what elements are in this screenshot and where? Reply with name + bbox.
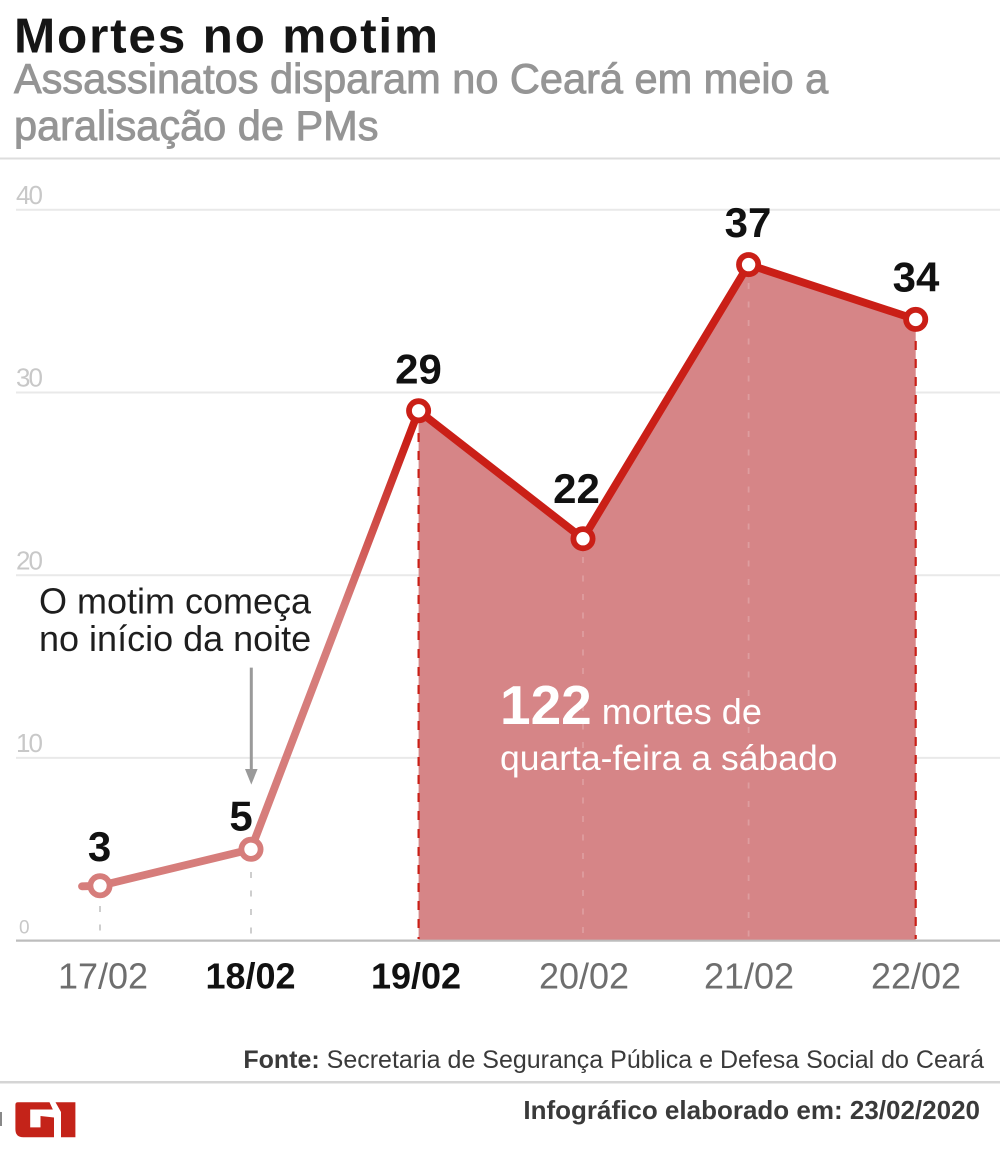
svg-text:22/02: 22/02 (871, 956, 961, 997)
svg-text:O motim começa: O motim começa (39, 581, 312, 622)
svg-text:34: 34 (893, 254, 940, 301)
svg-text:29: 29 (395, 346, 442, 393)
svg-text:20: 20 (16, 545, 42, 575)
svg-text:Fonte: Secretaria de Segurança: Fonte: Secretaria de Segurança Pública e… (243, 1046, 984, 1074)
svg-text:3: 3 (88, 823, 111, 870)
svg-text:Infográfico elaborado em: 23/0: Infográfico elaborado em: 23/02/2020 (523, 1095, 980, 1125)
svg-text:Assassinatos disparam no Ceará: Assassinatos disparam no Ceará em meio a (14, 55, 829, 102)
svg-text:10: 10 (16, 728, 42, 758)
svg-text:no início da noite: no início da noite (39, 618, 311, 659)
svg-text:quarta-feira a sábado: quarta-feira a sábado (500, 738, 837, 778)
svg-text:22: 22 (553, 465, 600, 512)
svg-text:Mortes no motim: Mortes no motim (14, 9, 440, 64)
svg-text:18/02: 18/02 (205, 956, 295, 997)
svg-text:30: 30 (16, 363, 42, 393)
svg-text:20/02: 20/02 (539, 956, 629, 997)
svg-text:21/02: 21/02 (704, 956, 794, 997)
svg-text:19/02: 19/02 (371, 956, 461, 997)
svg-text:37: 37 (725, 199, 772, 246)
svg-text:40: 40 (16, 180, 42, 210)
svg-text:17/02: 17/02 (58, 956, 148, 997)
svg-text:0: 0 (19, 918, 30, 939)
svg-text:paralisação de PMs: paralisação de PMs (14, 102, 378, 149)
svg-text:5: 5 (229, 793, 252, 840)
